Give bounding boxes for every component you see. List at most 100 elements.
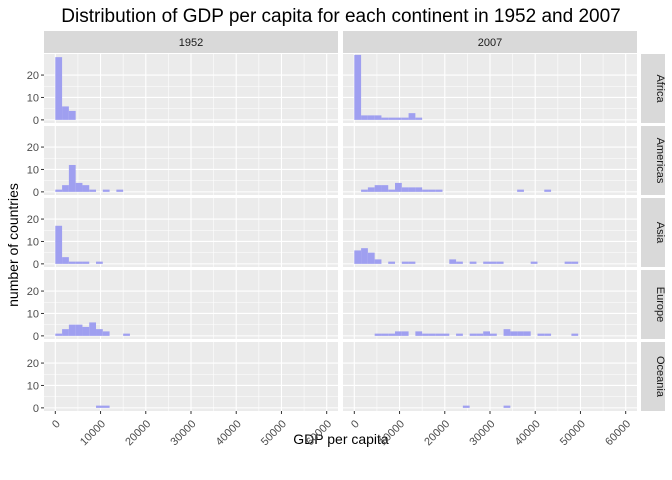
histogram-bar: [401, 117, 409, 120]
histogram-bar: [367, 252, 375, 264]
histogram-bar: [68, 324, 76, 336]
y-tick-label: 20: [27, 214, 39, 226]
histogram-bar: [401, 261, 409, 264]
histogram-bar: [428, 333, 436, 336]
strip-label-oceania: Oceania: [654, 356, 666, 398]
histogram-bar: [456, 333, 463, 336]
y-tick-label: 0: [33, 187, 39, 199]
x-tick-label: 0: [349, 418, 362, 431]
histogram-bar: [415, 331, 423, 336]
histogram-bar: [395, 182, 402, 192]
x-tick-label: 30000: [168, 418, 198, 448]
histogram-bar: [354, 54, 362, 120]
histogram-bar: [361, 189, 368, 192]
histogram-bar: [496, 261, 504, 264]
histogram-bar: [523, 331, 531, 336]
histogram-bar: [68, 110, 76, 120]
histogram-bar: [96, 261, 103, 264]
histogram-bar: [449, 259, 457, 264]
x-tick-label: 50000: [259, 418, 289, 448]
x-tick-label: 40000: [513, 418, 543, 448]
histogram-bar: [361, 115, 368, 120]
strip-americas: [641, 126, 665, 195]
histogram-bar: [96, 329, 103, 336]
histogram-bar: [571, 261, 579, 264]
strip-label-2007: 2007: [478, 37, 502, 49]
x-tick-label: 50000: [558, 418, 588, 448]
strip-1952: [44, 31, 338, 53]
histogram-bar: [89, 322, 97, 336]
histogram-bar: [68, 164, 76, 192]
histogram-bar: [62, 257, 69, 264]
x-tick-label: 10000: [78, 418, 108, 448]
y-tick-label: 0: [33, 331, 39, 343]
histogram-bar: [503, 405, 511, 408]
histogram-bar: [435, 189, 443, 192]
histogram-bar: [388, 261, 396, 264]
histogram-bar: [469, 333, 477, 336]
x-tick-label: 30000: [467, 418, 497, 448]
strip-oceania: [641, 342, 665, 411]
histogram-bar: [442, 333, 450, 336]
histogram-bar: [422, 333, 429, 336]
histogram-bar: [483, 261, 490, 264]
histogram-bar: [435, 333, 443, 336]
histogram-bar: [544, 189, 552, 192]
histogram-bar: [96, 405, 110, 408]
x-tick-label: 40000: [214, 418, 244, 448]
histogram-bar: [374, 333, 382, 336]
histogram-bar: [456, 261, 463, 264]
facet-panels: 1952 2007 Africa Americas Asia Europe Oceania 0…: [27, 31, 666, 448]
histogram-bar: [75, 324, 83, 336]
strip-label-africa: Africa: [654, 74, 666, 103]
histogram-bar: [415, 187, 423, 192]
histogram-bar: [367, 115, 375, 120]
strip-asia: [641, 198, 665, 267]
histogram-bar: [55, 333, 63, 336]
histogram-bar: [476, 333, 484, 336]
histogram-bar: [55, 189, 63, 192]
histogram-bar: [62, 329, 69, 336]
histogram-bar: [503, 329, 511, 336]
histogram-bar: [55, 225, 63, 264]
histogram-bar: [82, 326, 90, 336]
y-tick-label: 10: [27, 92, 39, 104]
histogram-bar: [123, 333, 130, 336]
strip-label-americas: Americas: [654, 138, 666, 184]
histogram-bar: [55, 57, 63, 120]
histogram-bar: [408, 113, 416, 120]
histogram-bar: [374, 185, 382, 192]
histogram-bar: [116, 189, 124, 192]
histogram-bar: [544, 333, 552, 336]
histogram-bar: [62, 185, 69, 192]
histogram-bar: [374, 259, 382, 264]
histogram-bar: [401, 331, 409, 336]
y-tick-label: 20: [27, 358, 39, 370]
histogram-bar: [75, 261, 83, 264]
histogram-bar: [571, 333, 579, 336]
histogram-bar: [68, 261, 76, 264]
histogram-bar: [388, 117, 396, 120]
y-tick-label: 10: [27, 164, 39, 176]
y-tick-label: 20: [27, 70, 39, 82]
y-axis-title: number of countries: [5, 183, 21, 307]
histogram-bar: [62, 106, 69, 120]
chart-title: Distribution of GDP per capita for each …: [61, 6, 620, 27]
histogram-bar: [82, 185, 90, 192]
histogram-bar: [75, 182, 83, 192]
histogram-bar: [395, 117, 402, 120]
histogram-bar: [388, 189, 396, 192]
histogram-bar: [564, 261, 572, 264]
strip-label-europe: Europe: [654, 287, 666, 322]
histogram-bar: [354, 250, 362, 264]
histogram-bar: [381, 185, 389, 192]
y-tick-label: 0: [33, 115, 39, 127]
histogram-bar: [401, 187, 409, 192]
x-axis-title: GDP per capita: [293, 431, 389, 447]
histogram-bar: [483, 331, 490, 336]
x-tick-label: 60000: [603, 418, 633, 448]
y-tick-label: 10: [27, 380, 39, 392]
x-tick-label: 20000: [123, 418, 153, 448]
strip-label-1952: 1952: [179, 37, 203, 49]
